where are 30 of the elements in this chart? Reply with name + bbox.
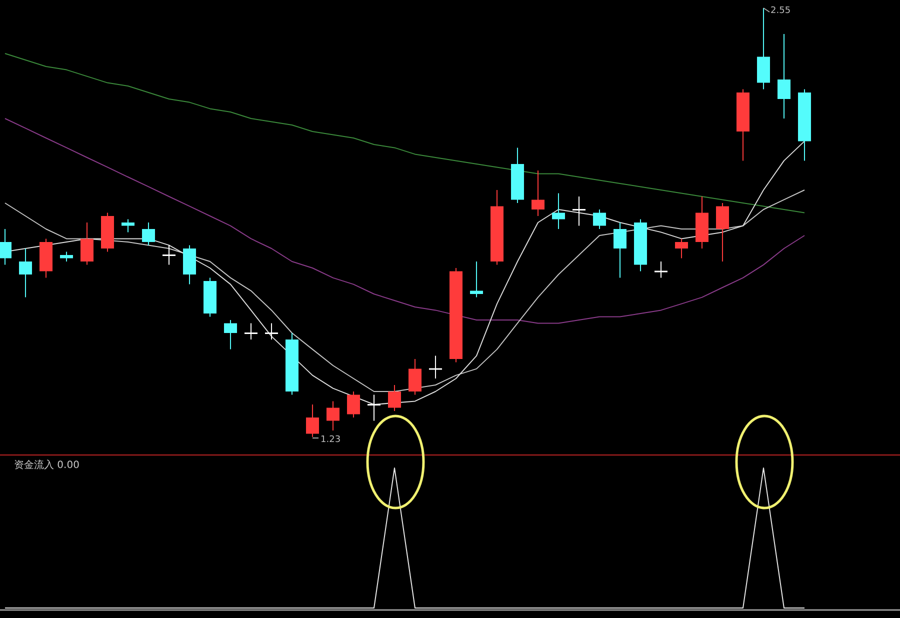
candlestick bbox=[716, 202, 729, 262]
candlestick bbox=[162, 244, 176, 266]
candlestick bbox=[122, 218, 134, 233]
candlestick bbox=[388, 384, 401, 412]
annotation: 2.55 bbox=[770, 6, 791, 16]
candlestick bbox=[778, 34, 790, 119]
candlestick bbox=[429, 355, 442, 379]
candlestick bbox=[614, 222, 626, 278]
candlestick bbox=[654, 261, 668, 278]
candlestick bbox=[80, 222, 94, 266]
chart-title: 资金流入 0.00 bbox=[14, 459, 80, 471]
candlestick bbox=[675, 238, 688, 259]
candlestick bbox=[552, 192, 565, 230]
candlestick bbox=[572, 196, 586, 226]
candlestick bbox=[347, 391, 360, 418]
candlestick bbox=[408, 358, 422, 396]
candlestick bbox=[470, 261, 483, 298]
candlestick bbox=[244, 322, 258, 340]
candlestick bbox=[326, 400, 340, 431]
candlestick bbox=[0, 228, 12, 266]
candlestick bbox=[532, 170, 544, 216]
candlestick bbox=[19, 248, 32, 298]
candlestick bbox=[593, 209, 606, 230]
candlestick bbox=[60, 251, 73, 262]
candlestick bbox=[265, 322, 278, 340]
annotation: 1.23 bbox=[320, 435, 341, 445]
candlestick bbox=[306, 404, 319, 438]
candlestick bbox=[142, 222, 155, 246]
candlestick bbox=[368, 394, 380, 422]
candlestick bbox=[224, 320, 237, 350]
